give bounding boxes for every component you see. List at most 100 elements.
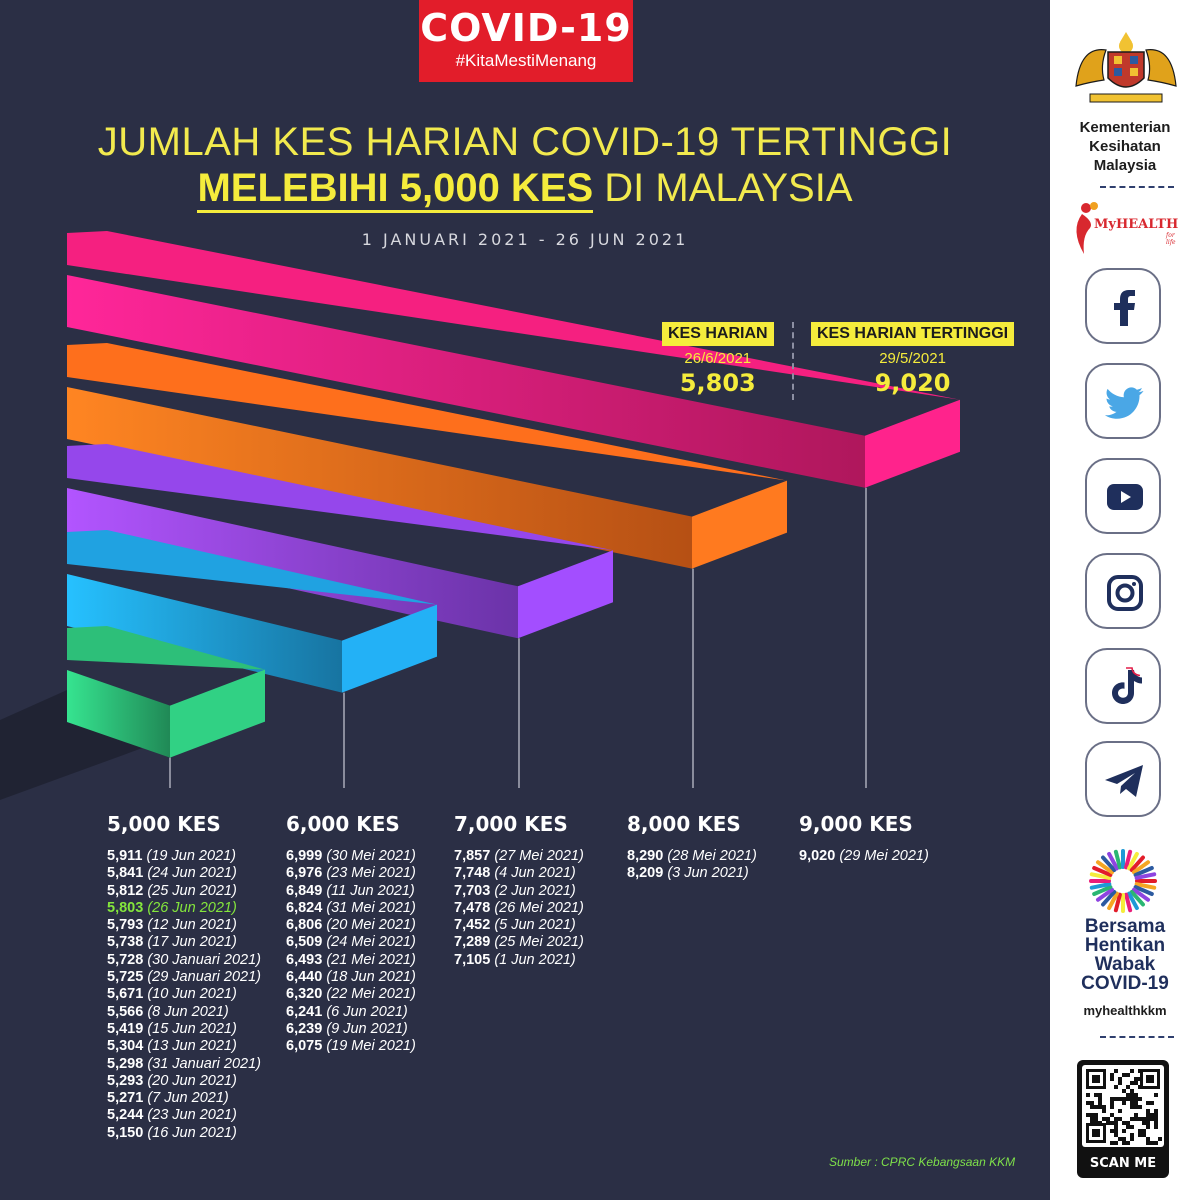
case-date: (29 Mei 2021) [835, 848, 929, 864]
case-entry: 5,419 (15 Jun 2021) [107, 1021, 261, 1038]
bar-cap-4 [865, 399, 960, 488]
case-value: 7,703 [454, 882, 491, 899]
case-date: (30 Mei 2021) [322, 848, 416, 864]
case-entry: 8,209 (3 Jun 2021) [627, 865, 757, 882]
youtube-button[interactable] [1085, 458, 1161, 534]
case-entry: 6,239 (9 Jun 2021) [286, 1021, 416, 1038]
case-value: 5,271 [107, 1090, 144, 1107]
kpi-highest-label: KES HARIAN TERTINGGI [811, 322, 1015, 346]
qr-code-box[interactable]: SCAN ME [1077, 1060, 1169, 1178]
case-column: 5,000 KES 5,911 (19 Jun 2021) 5,841 (24 Ju… [107, 812, 261, 1142]
case-entry: 8,290 (28 Mei 2021) [627, 848, 757, 865]
case-date: (10 Jun 2021) [143, 986, 237, 1003]
case-value: 9,020 [799, 848, 836, 864]
case-entry: 7,478 (26 Mei 2021) [454, 900, 584, 917]
campaign-line-3: Wabak [1094, 954, 1156, 975]
case-date: (2 Jun 2021) [490, 882, 576, 899]
instagram-icon [1107, 575, 1143, 611]
case-value: 5,793 [107, 917, 144, 934]
case-value: 5,738 [107, 934, 144, 951]
case-value: 5,812 [107, 882, 144, 899]
case-entry: 7,289 (25 Mei 2021) [454, 934, 584, 951]
myhealth-tagline: for life [1166, 232, 1176, 246]
case-date: (29 Januari 2021) [143, 969, 261, 986]
ministry-line-1: Kementerian [1079, 119, 1171, 136]
bar-cap-0 [170, 669, 265, 758]
case-entry: 7,748 (4 Jun 2021) [454, 865, 584, 882]
case-date: (24 Mei 2021) [322, 934, 416, 951]
case-entry: 7,857 (27 Mei 2021) [454, 848, 584, 865]
scan-me-label: SCAN ME [1089, 1156, 1157, 1171]
column-heading: 9,000 KES [799, 812, 913, 836]
subtitle-rest: DI MALAYSIA [593, 166, 853, 210]
case-entry: 6,824 (31 Mei 2021) [286, 900, 416, 917]
bar-cap-2 [518, 550, 613, 639]
case-value: 6,440 [286, 969, 323, 986]
youtube-icon [1107, 484, 1143, 510]
case-value: 6,239 [286, 1020, 323, 1037]
case-date: (31 Mei 2021) [322, 899, 416, 916]
bar-5000 [67, 670, 170, 758]
case-entry: 6,849 (11 Jun 2021) [286, 883, 416, 900]
sidebar-divider-2 [1100, 1036, 1174, 1038]
case-date: (6 Jun 2021) [322, 1003, 408, 1020]
case-value: 5,911 [107, 848, 143, 864]
case-date: (28 Mei 2021) [663, 848, 757, 864]
telegram-button[interactable] [1085, 741, 1161, 817]
twitter-button[interactable] [1085, 363, 1161, 439]
telegram-icon [1105, 765, 1143, 797]
case-entry: 5,244 (23 Jun 2021) [107, 1107, 261, 1124]
campaign-text: Bersama Hentikan Wabak COVID-19 [1050, 917, 1200, 993]
case-date: (5 Jun 2021) [490, 917, 576, 934]
case-date: (13 Jun 2021) [143, 1038, 237, 1055]
kpi-highest: KES HARIAN TERTINGGI 29/5/2021 9,020 [811, 322, 1015, 397]
instagram-button[interactable] [1085, 553, 1161, 629]
case-entry: 5,725 (29 Januari 2021) [107, 969, 261, 986]
case-entry: 5,803 (26 Jun 2021) [107, 900, 261, 917]
case-value: 5,728 [107, 951, 144, 968]
myhealth-logo[interactable]: MyHEALTH for life [1070, 200, 1180, 258]
case-date: (25 Mei 2021) [490, 934, 584, 951]
case-value: 5,803 [107, 899, 144, 916]
kpi-daily-value: 5,803 [679, 369, 756, 397]
covid-badge: COVID-19 #KitaMestiMenang [419, 0, 633, 82]
kpi-highest-date: 29/5/2021 [879, 350, 946, 367]
case-value: 5,304 [107, 1038, 144, 1055]
case-date: (17 Jun 2021) [143, 934, 237, 951]
coat-of-arms-icon [1075, 32, 1177, 103]
tiktok-icon [1112, 667, 1142, 704]
column-heading: 7,000 KES [454, 812, 568, 836]
page-title: JUMLAH KES HARIAN COVID-19 TERTINGGI [97, 120, 953, 164]
date-range: 1 JANUARI 2021 - 26 JUN 2021 [361, 230, 689, 249]
twitter-icon [1104, 387, 1144, 419]
case-entry: 5,566 (8 Jun 2021) [107, 1004, 261, 1021]
case-date: (19 Jun 2021) [142, 848, 237, 864]
case-value: 6,075 [286, 1038, 323, 1055]
kpi-divider [792, 322, 794, 400]
case-value: 6,241 [286, 1003, 323, 1020]
tiktok-button[interactable] [1085, 648, 1161, 724]
facebook-button[interactable] [1085, 268, 1161, 344]
bar-top-0 [67, 626, 265, 670]
case-value: 5,566 [107, 1003, 144, 1020]
bar-9000 [67, 275, 865, 488]
case-entry: 7,105 (1 Jun 2021) [454, 952, 584, 969]
case-value: 5,298 [107, 1055, 144, 1072]
case-value: 8,290 [627, 848, 664, 864]
ministry-name: Kementerian Kesihatan Malaysia [1050, 118, 1200, 175]
case-entry: 6,075 (19 Mei 2021) [286, 1038, 416, 1055]
case-date: (1 Jun 2021) [490, 951, 576, 968]
case-date: (20 Jun 2021) [143, 1072, 237, 1089]
case-value: 6,976 [286, 865, 323, 882]
case-column: 8,000 KES 8,290 (28 Mei 2021) 8,209 (3 Jun… [627, 812, 757, 883]
case-column: 9,000 KES 9,020 (29 Mei 2021) [799, 812, 929, 865]
case-entry: 5,812 (25 Jun 2021) [107, 883, 261, 900]
bar-chart [0, 231, 960, 800]
campaign-line-1: Bersama [1084, 916, 1166, 937]
case-entry: 5,728 (30 Januari 2021) [107, 952, 261, 969]
bar-top-1 [67, 530, 437, 605]
infographic-main: COVID-19 #KitaMestiMenang JUMLAH KES HAR… [0, 0, 1016, 1169]
chart-shadow [0, 690, 170, 800]
case-value: 8,209 [627, 865, 664, 882]
case-entry: 9,020 (29 Mei 2021) [799, 848, 929, 865]
